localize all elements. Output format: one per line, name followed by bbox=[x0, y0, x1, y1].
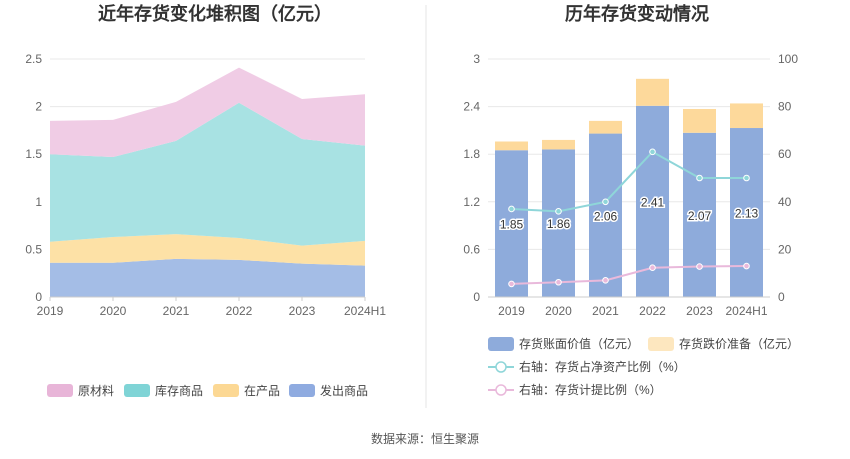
line-point-1 bbox=[555, 278, 562, 286]
right-y-axis-right: 0 20 40 60 80 100 bbox=[778, 52, 798, 304]
left-y-tick-label: 2.5 bbox=[25, 52, 42, 66]
legend-label-line-0: 右轴：存货占净资产比例（%） bbox=[519, 359, 686, 374]
right-legend: 存货账面价值（亿元） 存货跌价准备（亿元） 右轴：存货占净资产比例（%） 右轴：存货计… bbox=[488, 336, 799, 397]
area-发出商品 bbox=[50, 258, 365, 297]
right-y2-tick-label: 0 bbox=[778, 290, 785, 304]
left-y-tick-label: 0.5 bbox=[25, 242, 42, 256]
left-areas bbox=[50, 67, 365, 297]
bar-value-label: 2.06 bbox=[594, 209, 618, 223]
line-point-1 bbox=[508, 280, 515, 288]
left-x-tick-label: 2021 bbox=[163, 304, 190, 318]
bar-value-label: 1.85 bbox=[500, 218, 524, 232]
line-series-1 bbox=[511, 265, 747, 285]
right-y-tick-label: 1.2 bbox=[463, 195, 480, 209]
left-x-tick-label: 2019 bbox=[37, 304, 64, 318]
right-x-tick-label: 2024H1 bbox=[725, 304, 767, 318]
line-point-0 bbox=[649, 148, 656, 156]
data-source: 数据来源：恒生聚源 bbox=[371, 431, 479, 446]
right-y2-tick-label: 40 bbox=[778, 195, 792, 209]
line-point-0 bbox=[696, 174, 703, 182]
bar-book-value bbox=[589, 133, 622, 297]
right-x-tick-label: 2022 bbox=[639, 304, 666, 318]
bar-impairment bbox=[730, 103, 763, 129]
right-chart-title: 历年存货变动情况 bbox=[565, 3, 709, 24]
line-point-1 bbox=[743, 262, 750, 270]
right-x-tick-label: 2019 bbox=[498, 304, 525, 318]
left-chart-title: 近年存货变化堆积图（亿元） bbox=[98, 3, 332, 24]
line-point-1 bbox=[602, 277, 609, 284]
right-y-tick-label: 1.8 bbox=[463, 147, 480, 161]
right-x-tick-label: 2020 bbox=[545, 304, 572, 318]
line-point-0 bbox=[508, 205, 515, 213]
line-point-0 bbox=[555, 208, 562, 215]
line-point-0 bbox=[602, 198, 609, 206]
right-x-tick-label: 2021 bbox=[592, 304, 619, 318]
bar-impairment bbox=[683, 108, 716, 133]
left-x-tick-label: 2020 bbox=[100, 304, 127, 318]
legend-label-库存商品: 库存商品 bbox=[155, 383, 203, 398]
right-bar-labels: 1.85 1.86 2.06 2.41 2.07 2.13 bbox=[498, 194, 760, 233]
legend-label-impairment: 存货跌价准备（亿元） bbox=[679, 336, 799, 351]
right-y2-tick-label: 20 bbox=[778, 242, 792, 256]
line-point-1 bbox=[696, 263, 703, 270]
left-x-tick-label: 2022 bbox=[226, 304, 253, 318]
area-库存商品 bbox=[50, 102, 365, 246]
line-point-0 bbox=[743, 174, 750, 182]
left-y-tick-label: 1 bbox=[35, 195, 42, 209]
legend-label-在产品: 在产品 bbox=[244, 384, 280, 398]
left-y-axis: 0 0.5 1 1.5 2 2.5 bbox=[25, 52, 42, 304]
left-y-tick-label: 2 bbox=[35, 100, 42, 114]
bar-value-label: 2.41 bbox=[641, 195, 665, 209]
legend-marker-0 bbox=[495, 361, 507, 373]
bar-impairment bbox=[495, 141, 528, 151]
area-在产品 bbox=[50, 234, 365, 266]
right-y-tick-label: 3 bbox=[473, 52, 480, 66]
bar-book-value bbox=[495, 150, 528, 297]
bar-impairment bbox=[589, 120, 622, 134]
legend-marker-1 bbox=[495, 384, 507, 396]
left-y-tick-label: 0 bbox=[35, 290, 42, 304]
legend-swatch-库存商品 bbox=[124, 384, 150, 397]
right-y-tick-label: 0.6 bbox=[463, 242, 480, 256]
left-legend: 原材料 库存商品 在产品 发出商品 bbox=[47, 383, 368, 398]
right-x-tick-label: 2023 bbox=[686, 304, 713, 318]
bar-value-label: 1.86 bbox=[547, 217, 571, 231]
legend-label-book-value: 存货账面价值（亿元） bbox=[519, 336, 639, 351]
right-y-axis-left: 0 0.6 1.2 1.8 2.4 3 bbox=[463, 52, 480, 304]
bar-book-value bbox=[542, 149, 575, 297]
bar-value-label: 2.07 bbox=[688, 209, 712, 223]
legend-swatch-在产品 bbox=[213, 384, 239, 397]
right-y2-tick-label: 80 bbox=[778, 100, 792, 114]
legend-swatch-book-value bbox=[488, 337, 514, 351]
right-bars bbox=[495, 78, 763, 297]
line-point-1 bbox=[649, 264, 656, 272]
right-lines bbox=[508, 148, 750, 288]
legend-label-发出商品: 发出商品 bbox=[320, 383, 368, 398]
right-x-axis: 2019 2020 2021 2022 2023 2024H1 bbox=[488, 296, 770, 318]
bar-value-label: 2.13 bbox=[735, 207, 759, 221]
legend-swatch-impairment bbox=[648, 337, 674, 351]
legend-label-line-1: 右轴：存货计提比例（%） bbox=[519, 382, 662, 397]
legend-swatch-发出商品 bbox=[289, 384, 315, 397]
legend-label-原材料: 原材料 bbox=[78, 384, 114, 398]
right-y2-tick-label: 60 bbox=[778, 147, 792, 161]
legend-swatch-原材料 bbox=[47, 384, 73, 397]
left-x-tick-label: 2024H1 bbox=[344, 304, 386, 318]
left-y-tick-label: 1.5 bbox=[25, 147, 42, 161]
line-series-0 bbox=[511, 150, 747, 213]
bar-impairment bbox=[542, 139, 575, 150]
area-原材料 bbox=[50, 67, 365, 158]
left-x-tick-label: 2023 bbox=[289, 304, 316, 318]
bar-impairment bbox=[636, 78, 669, 106]
right-y2-tick-label: 100 bbox=[778, 52, 798, 66]
right-y-tick-label: 0 bbox=[473, 290, 480, 304]
left-x-axis: 2019 2020 2021 2022 2023 2024H1 bbox=[37, 296, 386, 318]
right-y-tick-label: 2.4 bbox=[463, 100, 480, 114]
